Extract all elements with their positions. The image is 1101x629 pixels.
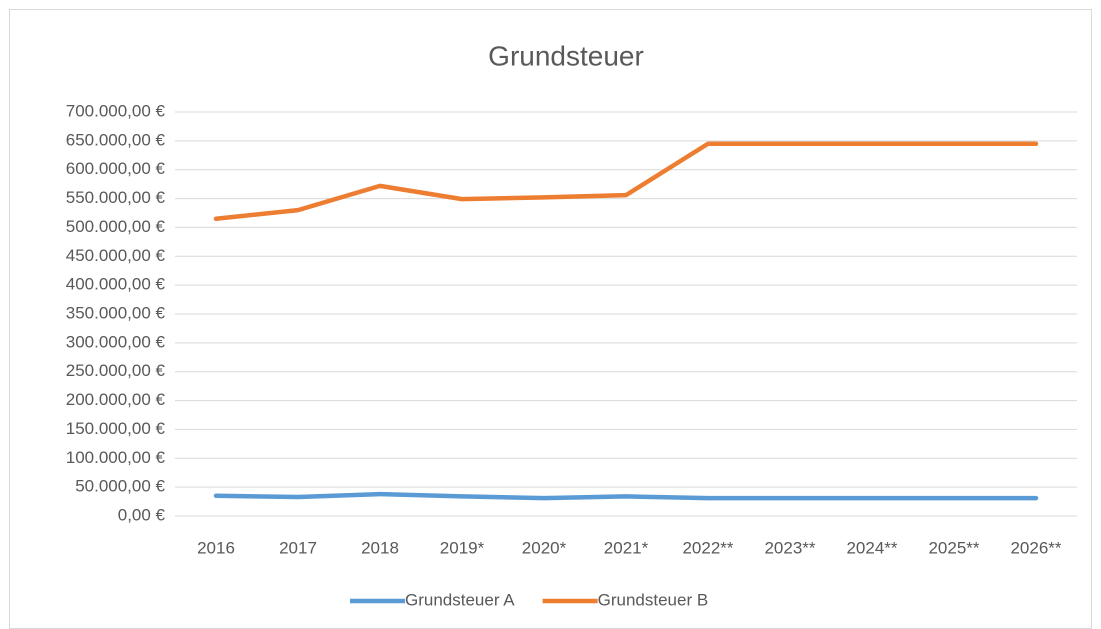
x-tick-label: 2016 (197, 538, 235, 557)
y-tick-label: 350.000,00 € (66, 303, 166, 322)
y-tick-label: 150.000,00 € (66, 419, 166, 438)
x-tick-label: 2020* (522, 538, 567, 557)
x-tick-label: 2019* (440, 538, 485, 557)
y-tick-label: 450.000,00 € (66, 246, 166, 265)
y-tick-label: 100.000,00 € (66, 448, 166, 467)
legend-label: Grundsteuer A (405, 590, 515, 609)
x-tick-label: 2018 (361, 538, 399, 557)
y-tick-label: 600.000,00 € (66, 159, 166, 178)
y-tick-label: 550.000,00 € (66, 188, 166, 207)
x-tick-label: 2024** (846, 538, 897, 557)
chart-frame (9, 9, 1092, 629)
x-tick-label: 2021* (604, 538, 649, 557)
x-tick-label: 2023** (764, 538, 815, 557)
y-tick-label: 700.000,00 € (66, 101, 166, 120)
line-series (213, 141, 1039, 222)
x-tick-label: 2025** (928, 538, 979, 557)
y-tick-label: 650.000,00 € (66, 130, 166, 149)
y-tick-label: 300.000,00 € (66, 332, 166, 351)
y-tick-label: 250.000,00 € (66, 361, 166, 380)
x-tick-label: 2022** (682, 538, 733, 557)
legend-label: Grundsteuer B (598, 590, 709, 609)
y-tick-label: 0,00 € (118, 505, 166, 524)
y-tick-label: 500.000,00 € (66, 217, 166, 236)
x-tick-label: 2017 (279, 538, 317, 557)
line-series (213, 491, 1039, 501)
chart-title: Grundsteuer (488, 40, 644, 71)
y-tick-label: 400.000,00 € (66, 275, 166, 294)
y-tick-label: 50.000,00 € (75, 477, 165, 496)
y-tick-label: 200.000,00 € (66, 390, 166, 409)
x-tick-label: 2026** (1010, 538, 1061, 557)
